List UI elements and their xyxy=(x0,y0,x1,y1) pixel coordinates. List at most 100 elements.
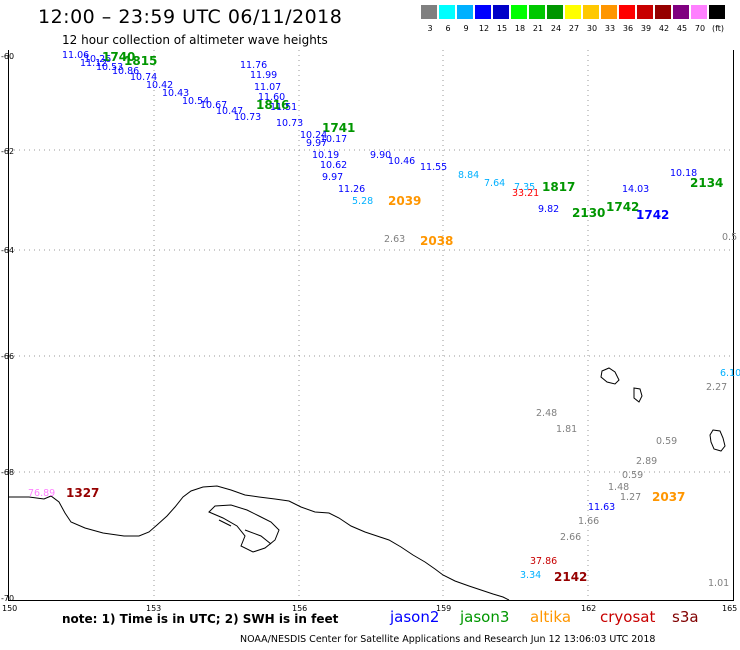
track-wave-height: 10.74 xyxy=(130,72,158,83)
track-wave-height: 9.90 xyxy=(370,150,392,161)
color-scale-legend: 3 6 9 12 15 18 21 24 27 30 33 36 39 42 45 70 (ft) xyxy=(421,5,729,39)
obs-wave-height: 76.89 xyxy=(28,488,56,499)
track-wave-height: 10.67 xyxy=(200,100,228,111)
track-wave-height: 10.17 xyxy=(320,134,348,145)
scale-label: 24 xyxy=(550,24,562,33)
scale-label: 18 xyxy=(514,24,526,33)
map-title: 12:00 – 23:59 UTC 06/11/2018 xyxy=(38,6,343,28)
footnote: note: 1) Time is in UTC; 2) SWH is in fe… xyxy=(62,612,339,626)
track-wave-height: 10.73 xyxy=(276,118,304,129)
track-time-label: 1741 xyxy=(322,121,356,135)
ice-shelf-channel xyxy=(218,519,272,545)
satellite-legend-jason3: jason3 xyxy=(460,608,510,626)
scale-swatch xyxy=(529,5,546,19)
obs-wave-height: 2.89 xyxy=(636,456,658,467)
island-1 xyxy=(600,367,620,385)
track-wave-height: 0.5 xyxy=(722,232,738,243)
scale-swatch xyxy=(619,5,636,19)
obs-wave-height: 1.66 xyxy=(578,516,600,527)
latitude-label: -66 xyxy=(1,352,15,361)
track-wave-height: 2.63 xyxy=(384,234,406,245)
track-wave-height: 10.54 xyxy=(182,96,210,107)
track-wave-height: 10.46 xyxy=(388,156,416,167)
track-time-label: 2134 xyxy=(690,176,724,190)
obs-wave-height: 1.48 xyxy=(608,482,630,493)
latitude-label: -64 xyxy=(1,246,15,255)
track-wave-height: 9.97 xyxy=(306,138,328,149)
obs-time-label: 2037 xyxy=(652,490,686,504)
island-3 xyxy=(709,429,726,452)
longitude-label: 162 xyxy=(581,604,597,613)
longitude-label: 165 xyxy=(722,604,738,613)
track-wave-height: 11.76 xyxy=(240,60,268,71)
scale-swatch xyxy=(439,5,456,19)
scale-label: 3 xyxy=(427,24,433,33)
scale-swatch xyxy=(691,5,708,19)
scale-swatch xyxy=(637,5,654,19)
track-time-label: 1815 xyxy=(124,54,158,68)
track-wave-height: 11.99 xyxy=(250,70,278,81)
track-time-label: 2039 xyxy=(388,194,422,208)
obs-wave-height: 0.59 xyxy=(622,470,644,481)
track-time-label: 1742 xyxy=(606,200,640,214)
scale-swatch xyxy=(457,5,474,19)
track-wave-height: 9.82 xyxy=(538,204,560,215)
track-wave-height: 8.84 xyxy=(458,170,480,181)
obs-wave-height: 37.86 xyxy=(530,556,558,567)
track-wave-height: 11.51 xyxy=(270,102,298,113)
scale-swatch xyxy=(709,5,726,19)
scale-label: (ft) xyxy=(711,24,725,33)
latitude-label: -68 xyxy=(1,468,15,477)
longitude-label: 159 xyxy=(436,604,452,613)
track-wave-height: 7.35 xyxy=(514,182,536,193)
track-wave-height: 11.26 xyxy=(338,184,366,195)
track-wave-height: 11.55 xyxy=(420,162,448,173)
track-time-label: 1817 xyxy=(542,180,576,194)
scale-label: 42 xyxy=(658,24,670,33)
track-wave-height: 10.47 xyxy=(216,106,244,117)
scale-label: 9 xyxy=(463,24,469,33)
obs-wave-height: 1.27 xyxy=(620,492,642,503)
track-wave-height: 10.62 xyxy=(320,160,348,171)
scale-swatch xyxy=(421,5,438,19)
scale-swatch xyxy=(547,5,564,19)
obs-wave-height: 2.66 xyxy=(560,532,582,543)
scale-swatch xyxy=(655,5,672,19)
scale-swatch xyxy=(673,5,690,19)
scale-label: 21 xyxy=(532,24,544,33)
track-wave-height: 10.24 xyxy=(300,130,328,141)
track-wave-height: 10.43 xyxy=(162,88,190,99)
track-wave-height: 10.18 xyxy=(670,168,698,179)
scale-label: 45 xyxy=(676,24,688,33)
track-wave-height: 11.12 xyxy=(80,58,108,69)
satellite-legend-s3a: s3a xyxy=(672,608,699,626)
track-wave-height: 9.97 xyxy=(322,172,344,183)
credit-line: NOAA/NESDIS Center for Satellite Applica… xyxy=(240,634,656,645)
antarctic-coastline xyxy=(9,485,510,600)
track-wave-height: 10.26 xyxy=(84,54,112,65)
longitude-label: 150 xyxy=(2,604,18,613)
track-wave-height: 14.03 xyxy=(622,184,650,195)
scale-label: 70 xyxy=(694,24,706,33)
scale-label: 36 xyxy=(622,24,634,33)
longitude-label: 156 xyxy=(292,604,308,613)
scale-label: 39 xyxy=(640,24,652,33)
map-subtitle: 12 hour collection of altimeter wave hei… xyxy=(62,33,328,47)
track-wave-height: 10.86 xyxy=(112,66,140,77)
longitude-label: 153 xyxy=(146,604,162,613)
obs-wave-height: 3.34 xyxy=(520,570,542,581)
obs-wave-height: 0.59 xyxy=(656,436,678,447)
track-wave-height: 33.21 xyxy=(512,188,540,199)
obs-time-label: 2142 xyxy=(554,570,588,584)
obs-wave-height: 6.10 xyxy=(720,368,740,379)
track-wave-height: 10.53 xyxy=(96,62,124,73)
latitude-label: -70 xyxy=(1,594,15,603)
track-wave-height: 11.60 xyxy=(258,92,286,103)
obs-wave-height: 11.63 xyxy=(588,502,616,513)
scale-swatch xyxy=(601,5,618,19)
obs-time-label: 1327 xyxy=(66,486,100,500)
track-wave-height: 10.19 xyxy=(312,150,340,161)
track-time-label: 2130 xyxy=(572,206,606,220)
track-wave-height: 7.64 xyxy=(484,178,506,189)
scale-swatch xyxy=(565,5,582,19)
